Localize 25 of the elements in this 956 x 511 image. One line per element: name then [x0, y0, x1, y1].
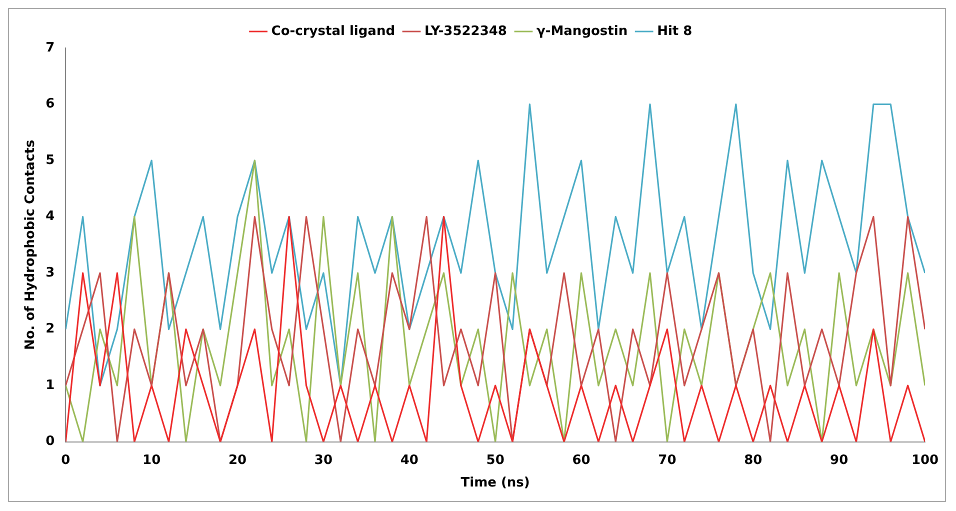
legend-label: γ-Mangostin	[536, 24, 628, 39]
x-tick-label: 60	[572, 452, 590, 468]
x-tick-label: 30	[314, 452, 332, 468]
x-tick-label: 0	[61, 452, 70, 468]
x-tick-label: 50	[486, 452, 504, 468]
x-axis-title: Time (ns)	[460, 476, 530, 491]
x-tick-label: 40	[400, 452, 418, 468]
y-tick-label: 2	[46, 322, 55, 337]
y-tick-label: 1	[46, 378, 55, 393]
x-tick-label: 20	[228, 452, 247, 468]
legend-label: Hit 8	[657, 24, 692, 39]
y-tick-label: 4	[46, 209, 55, 224]
y-tick-label: 3	[46, 265, 55, 280]
x-tick-label: 80	[744, 452, 762, 468]
legend-label: LY-3522348	[424, 24, 507, 39]
y-tick-label: 7	[46, 40, 55, 56]
x-tick-label: 10	[142, 452, 161, 468]
y-tick-label: 6	[46, 96, 55, 112]
x-tick-label: 70	[658, 452, 676, 468]
x-tick-label: 90	[830, 452, 848, 468]
legend-label: Co-crystal ligand	[271, 24, 396, 39]
y-axis-title: No. of Hydrophobic Contacts	[23, 140, 38, 350]
x-tick-label: 100	[911, 452, 939, 468]
y-tick-label: 0	[46, 434, 55, 450]
y-tick-label: 5	[46, 152, 55, 168]
